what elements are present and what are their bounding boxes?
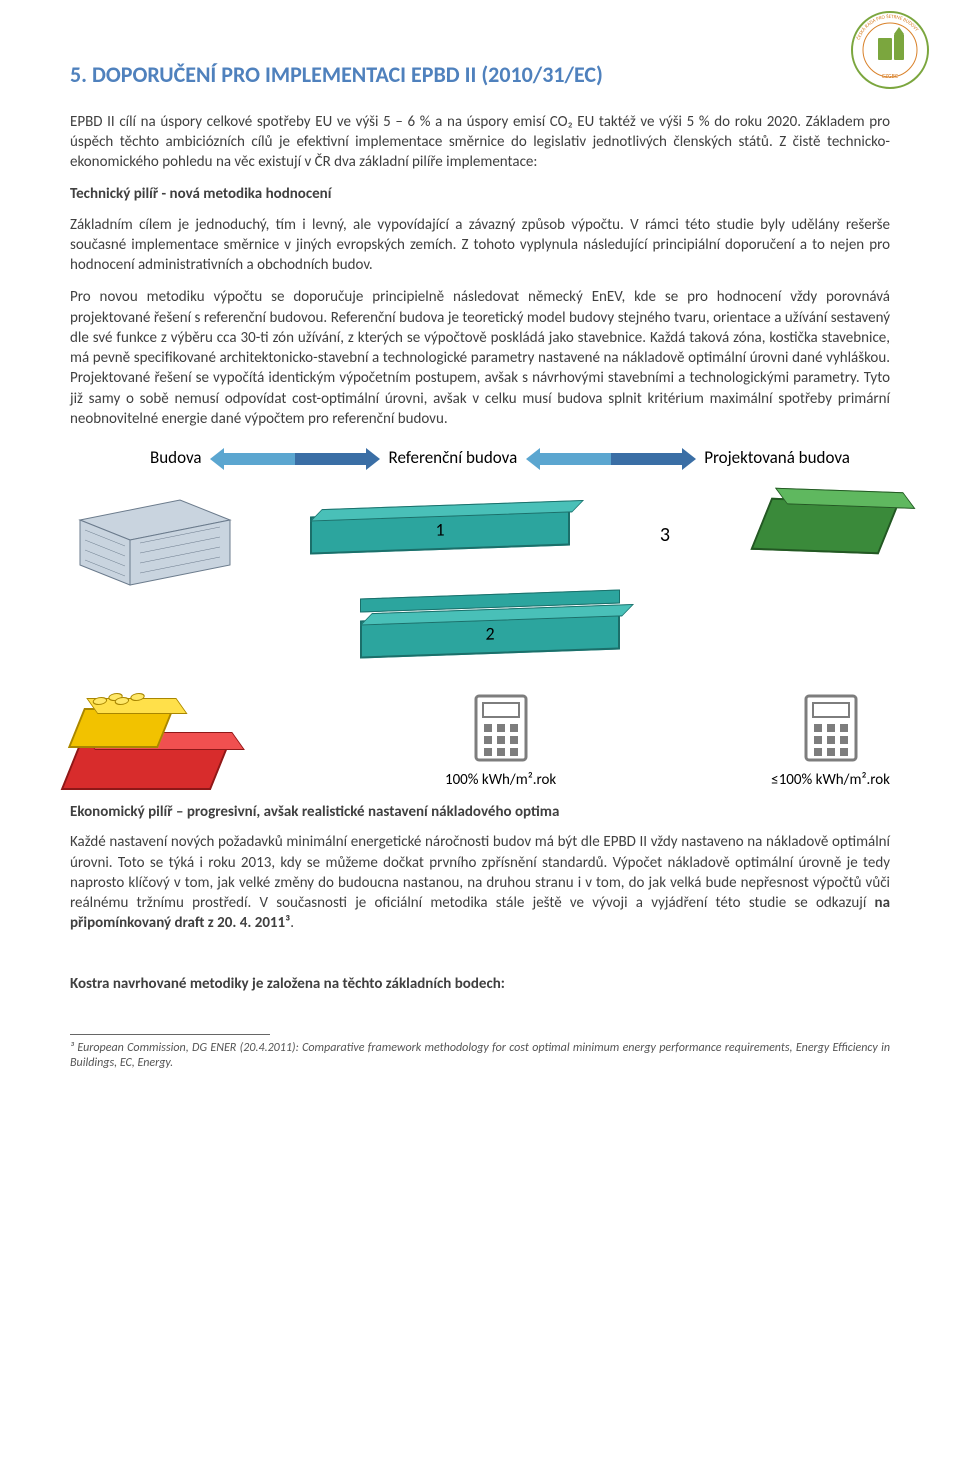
calculator-icon — [474, 694, 528, 762]
calculator-icon — [804, 694, 858, 762]
subheading-economic-text: Ekonomický pilíř – progresivní, avšak re… — [70, 803, 559, 821]
reference-building-diagram: Budova Referenční budova Projektovaná bu… — [70, 447, 890, 790]
arrow-pair-left — [210, 448, 380, 470]
diagram-label-reference: Referenční budova — [389, 447, 518, 470]
footnote: ³ European Commission, DG ENER (20.4.201… — [70, 1041, 890, 1072]
slab-3-number: 3 — [640, 522, 690, 549]
diagram-label-project: Projektovaná budova — [704, 447, 850, 470]
diagram-label-budova: Budova — [150, 447, 202, 470]
subheading-technical-text: Technický pilíř - nová metodika hodnocen… — [70, 185, 331, 203]
slab-2-number: 2 — [485, 622, 494, 647]
slab-1: 1 — [310, 512, 570, 558]
calculator-reference: 100% kWh/m².rok — [445, 694, 556, 790]
kostra-heading: Kostra navrhované metodiky je založena n… — [70, 974, 890, 994]
paragraph-intro: EPBD II cílí na úspory celkové spotřeby … — [70, 112, 890, 173]
building-illustration — [70, 480, 240, 590]
paragraph-economic-c: . — [290, 914, 294, 932]
svg-text:CZGBC: CZGBC — [882, 72, 899, 80]
paragraph-economic: Každé nastavení nových požadavků minimál… — [70, 832, 890, 933]
paragraph-technical-2: Pro novou metodiku výpočtu se doporučuje… — [70, 287, 890, 429]
calculator-project: ≤100% kWh/m².rok — [771, 694, 890, 790]
paragraph-technical-1: Základním cílem je jednoduchý, tím i lev… — [70, 215, 890, 276]
slab-2: 2 — [360, 616, 620, 662]
arrow-pair-right — [526, 448, 696, 470]
paragraph-economic-a: Každé nastavení nových požadavků minimál… — [70, 833, 890, 912]
calc-label-project: ≤100% kWh/m².rok — [771, 770, 890, 790]
slab-1-number: 1 — [435, 518, 444, 543]
green-block — [760, 500, 890, 570]
subheading-economic: Ekonomický pilíř – progresivní, avšak re… — [70, 802, 890, 822]
page-title: 5. DOPORUČENÍ PRO IMPLEMENTACI EPBD II (… — [70, 60, 890, 90]
czgbc-logo: ČESKÁ RADA PRO ŠETRNÉ BUDOVY CZGBC — [850, 10, 930, 90]
lego-bricks — [70, 680, 230, 790]
footnote-separator — [70, 1034, 270, 1035]
footnote-text: European Commission, DG ENER (20.4.2011)… — [70, 1041, 890, 1071]
subheading-technical: Technický pilíř - nová metodika hodnocen… — [70, 184, 890, 204]
calc-label-reference: 100% kWh/m².rok — [445, 770, 556, 790]
